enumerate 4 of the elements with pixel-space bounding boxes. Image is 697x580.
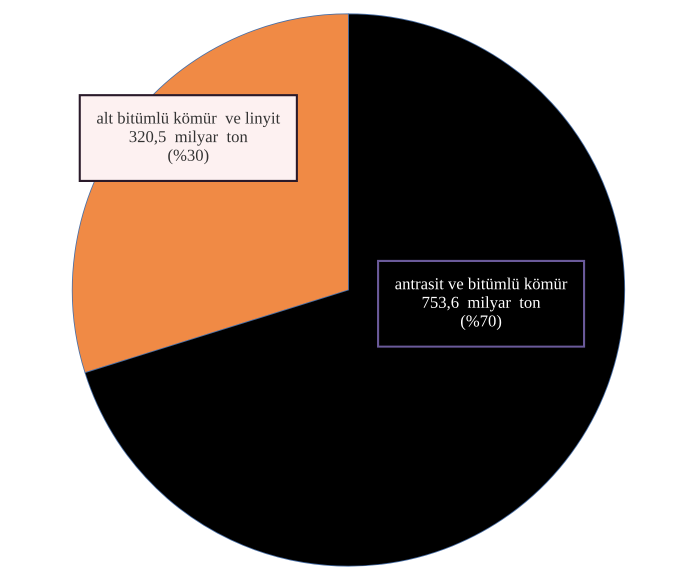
data-label: 753,6 milyar ton (%70) [422, 296, 540, 330]
data-label: 320,5 milyar ton (%30) [130, 130, 248, 164]
slice-label: antrasit ve bitümlü kömür [395, 278, 568, 290]
slice-label: alt bitümlü kömür ve linyit [97, 112, 280, 128]
